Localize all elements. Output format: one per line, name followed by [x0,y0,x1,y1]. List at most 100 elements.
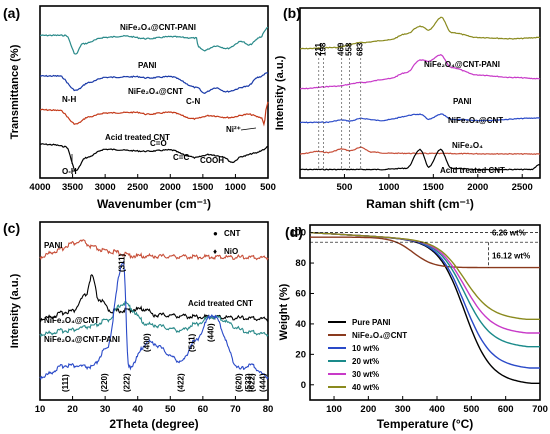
x-tick-label: 500 [463,404,479,415]
annotation-arrow [240,127,257,131]
x-tick-label: 500 [260,182,276,193]
panel-b-x-axis-label: Raman shift (cm⁻¹) [366,197,474,211]
legend-label: CNT [224,229,241,238]
hkl-label: (440) [206,323,215,342]
legend-label: NiFe₂O₄@CNT [352,331,407,340]
hkl-label: (222) [123,373,132,392]
hkl-label: (111) [61,374,70,392]
panel-c-letter: (c) [3,220,20,236]
panel-d-y-axis-label: Weight (%) [278,283,290,340]
panel-b-y-axis-label: Intensity (a.u.) [274,55,286,130]
legend-label: NiO [224,247,238,256]
panel-c-xrd: (c) Intensity (a.u.) 2Theta (degree) 10 20 30… [3,220,273,431]
legend-label: Pure PANI [352,318,391,327]
x-tick-label: 300 [395,404,411,415]
x-tick-label: 2000 [467,182,488,193]
series-label: PANI [453,97,472,106]
peak-label: 469 [337,42,346,56]
x-tick-label: 2500 [512,182,533,193]
series-line-3 [309,231,540,348]
hkl-label: (422) [176,373,185,392]
series-line-3 [39,259,269,381]
panel-a-frame [39,5,269,179]
x-tick-label: 70 [230,404,241,415]
series-label: NiFe₂O₄ [452,141,483,150]
x-tick-label: 4000 [29,182,50,193]
panel-d-letter: (d) [285,224,303,240]
series-line-4 [300,148,541,171]
hkl-label: (444) [259,373,268,392]
band-annotation: C-N [186,97,200,106]
hkl-label: (400) [142,333,151,352]
x-tick-label: 40 [132,404,143,415]
series-line-1 [39,274,269,323]
hkl-label: (511) [188,333,197,352]
legend-label: 10 wt% [352,344,379,353]
x-tick-label: 20 [67,404,78,415]
y-tick-label: 100 [290,228,306,239]
band-annotation: O-H [62,167,77,176]
hkl-label: (220) [100,373,109,392]
panel-b-frame [299,7,541,179]
legend-label: 30 wt% [352,370,379,379]
peak-label: 558 [345,42,354,56]
x-tick-label: 500 [337,182,353,193]
hkl-label: (622) [247,373,256,392]
hkl-label: (533) [244,373,253,392]
series-label: Acid treated CNT [188,299,253,308]
peak-label: 683 [356,42,365,56]
series-label: NiFe₂O₄@CNT-PANI [424,60,500,69]
x-tick-label: 100 [326,404,342,415]
series-line-1 [299,54,541,90]
peak-label: 211 [314,43,323,56]
panel-c-x-axis-label: 2Theta (degree) [109,417,198,431]
x-tick-label: 60 [198,404,209,415]
x-tick-label: 600 [498,404,514,415]
panel-d-x-axis-label: Temperature (°C) [377,417,474,431]
y-tick-label: 40 [295,319,306,330]
band-annotation: C=O [150,139,167,148]
panel-c-frame [39,221,269,401]
panel-d-frame [309,224,541,401]
series-label: Acid treated CNT [105,133,170,142]
series-line-0 [39,26,269,55]
legend-label: 20 wt% [352,357,379,366]
series-label: NiFe₂O₄@CNT [448,116,503,125]
series-label: NiFe₂O₄@CNT-PANI [120,23,196,32]
x-tick-label: 2000 [160,182,181,193]
series-line-1 [39,72,269,94]
band-annotation: Ni²⁺ [226,125,241,134]
series-line-2 [300,113,541,124]
legend-marker: ● [213,229,218,238]
band-annotation: N-H [62,95,76,104]
x-tick-label: 1500 [192,182,213,193]
x-tick-label: 50 [165,404,176,415]
y-tick-label: 20 [295,349,306,360]
series-line-5 [309,231,540,320]
x-tick-label: 1000 [225,182,246,193]
x-tick-label: 10 [35,404,46,415]
series-label: NiFe₂O₄@CNT [44,316,99,325]
panel-c-y-axis-label: Intensity (a.u.) [9,273,21,348]
hkl-label: (311) [117,253,126,272]
panel-a-ftir: (a) Transmittance (%) Wavenumber (cm⁻¹) 400… [3,5,276,211]
x-tick-label: 1500 [423,182,444,193]
y-tick-label: 80 [295,258,306,269]
x-tick-label: 1000 [378,182,399,193]
band-annotation: C=C [173,153,189,162]
x-tick-label: 400 [429,404,445,415]
series-line-3 [39,143,269,171]
series-line-1 [310,236,540,269]
series-line-0 [299,16,541,50]
series-label: PANI [44,241,63,250]
series-label: NiFe₂O₄@CNT [128,87,183,96]
series-label: PANI [138,61,157,70]
panel-a-x-axis-label: Wavenumber (cm⁻¹) [97,197,211,211]
y-tick-label: 0 [301,380,306,391]
series-line-3 [300,146,541,155]
legend-label: 40 wt% [352,383,379,392]
series-label: NiFe₂O₄@CNT-PANI [44,335,120,344]
hkl-label: (620) [234,373,243,392]
series-line-4 [309,231,540,334]
